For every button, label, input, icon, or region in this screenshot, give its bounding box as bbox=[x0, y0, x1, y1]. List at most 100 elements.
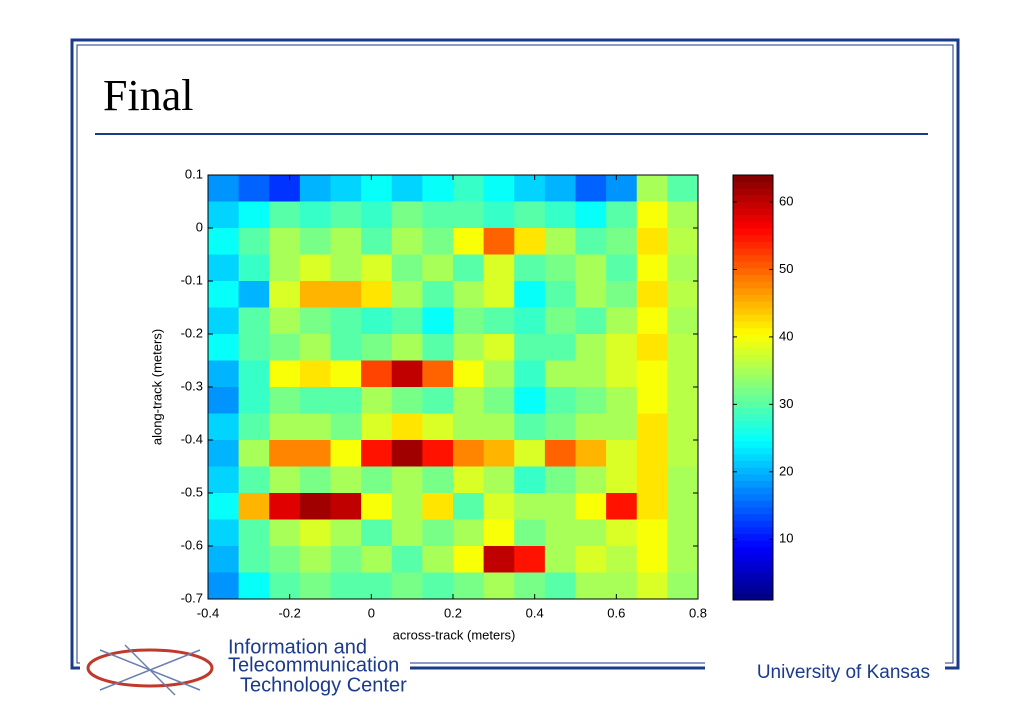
cell bbox=[391, 254, 423, 282]
cell bbox=[575, 334, 607, 361]
cell bbox=[269, 281, 301, 308]
colorbar-swatch bbox=[733, 248, 773, 256]
x-tick-label: 0.4 bbox=[526, 605, 544, 620]
colorbar-tick-label: 50 bbox=[779, 261, 793, 276]
cell bbox=[606, 307, 638, 335]
cell bbox=[514, 466, 546, 494]
colorbar-swatch bbox=[733, 427, 773, 435]
cell bbox=[299, 519, 331, 547]
colorbar-tick-label: 40 bbox=[779, 328, 793, 343]
colorbar-swatch bbox=[733, 407, 773, 415]
colorbar-swatch bbox=[733, 241, 773, 249]
cell bbox=[422, 519, 454, 547]
cell bbox=[606, 387, 638, 414]
cell bbox=[208, 440, 240, 467]
cell bbox=[330, 466, 362, 494]
cell bbox=[453, 519, 485, 547]
x-axis-label: across-track (meters) bbox=[393, 627, 516, 642]
y-tick-label: -0.3 bbox=[181, 378, 203, 393]
cell bbox=[575, 440, 607, 467]
cell bbox=[667, 228, 698, 255]
colorbar-swatch bbox=[733, 254, 773, 262]
cell bbox=[208, 281, 240, 308]
cell bbox=[667, 387, 698, 414]
cell bbox=[544, 572, 576, 599]
cell bbox=[299, 413, 331, 441]
colorbar-swatch bbox=[733, 380, 773, 388]
cell bbox=[575, 572, 607, 599]
cell bbox=[238, 281, 270, 308]
x-tick-label: -0.2 bbox=[278, 605, 300, 620]
cell bbox=[361, 413, 393, 441]
cell bbox=[361, 519, 393, 547]
cell bbox=[391, 281, 423, 308]
y-tick-label: -0.7 bbox=[181, 590, 203, 605]
cell bbox=[361, 334, 393, 361]
cell bbox=[238, 254, 270, 282]
cell bbox=[361, 546, 393, 573]
colorbar-swatch bbox=[733, 201, 773, 209]
cell bbox=[483, 254, 515, 282]
cell bbox=[453, 334, 485, 361]
cell bbox=[483, 175, 515, 202]
colorbar-swatch bbox=[733, 467, 773, 475]
cell bbox=[391, 493, 423, 520]
cell bbox=[361, 493, 393, 520]
cell bbox=[208, 466, 240, 494]
cell bbox=[391, 175, 423, 202]
cell bbox=[667, 413, 698, 441]
cell bbox=[269, 360, 301, 388]
cell bbox=[391, 387, 423, 414]
cell bbox=[575, 519, 607, 547]
cell bbox=[361, 281, 393, 308]
cell bbox=[391, 307, 423, 335]
cell bbox=[636, 546, 668, 573]
cell bbox=[422, 440, 454, 467]
cell bbox=[544, 175, 576, 202]
cell bbox=[514, 519, 546, 547]
cell bbox=[636, 175, 668, 202]
cell bbox=[483, 440, 515, 467]
cell bbox=[667, 466, 698, 494]
cell bbox=[330, 440, 362, 467]
cell bbox=[606, 493, 638, 520]
cell bbox=[330, 175, 362, 202]
colorbar-swatch bbox=[733, 487, 773, 495]
cell bbox=[667, 201, 698, 229]
cell bbox=[575, 466, 607, 494]
cell bbox=[606, 440, 638, 467]
colorbar-swatch bbox=[733, 473, 773, 481]
colorbar-swatch bbox=[733, 400, 773, 408]
cell bbox=[483, 228, 515, 255]
cell bbox=[544, 228, 576, 255]
cell bbox=[453, 572, 485, 599]
colorbar-swatch bbox=[733, 301, 773, 309]
cell bbox=[453, 493, 485, 520]
cell bbox=[422, 387, 454, 414]
colorbar-swatch bbox=[733, 188, 773, 196]
cell bbox=[483, 572, 515, 599]
cell bbox=[544, 387, 576, 414]
cell bbox=[483, 466, 515, 494]
colorbar-swatch bbox=[733, 181, 773, 189]
cell bbox=[453, 440, 485, 467]
cell bbox=[544, 307, 576, 335]
x-tick-label: -0.4 bbox=[197, 605, 219, 620]
colorbar-swatch bbox=[733, 287, 773, 296]
cell bbox=[299, 281, 331, 308]
footer-text: University of Kansas bbox=[757, 662, 930, 683]
cell bbox=[238, 307, 270, 335]
cell bbox=[391, 360, 423, 388]
cell bbox=[667, 572, 698, 599]
cell bbox=[453, 228, 485, 255]
cell bbox=[299, 440, 331, 467]
colorbar-swatch bbox=[733, 274, 773, 282]
cell bbox=[330, 387, 362, 414]
cell bbox=[514, 360, 546, 388]
cell bbox=[606, 360, 638, 388]
cell bbox=[514, 228, 546, 255]
logo-text: Information and bbox=[228, 636, 367, 658]
cell bbox=[514, 334, 546, 361]
cell bbox=[667, 493, 698, 520]
cell bbox=[453, 466, 485, 494]
